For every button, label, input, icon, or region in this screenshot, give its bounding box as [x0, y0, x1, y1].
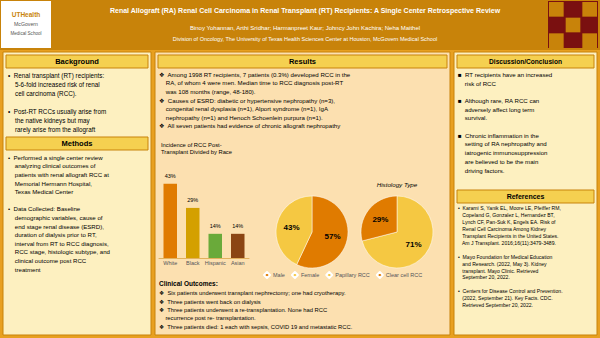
svg-text:Transplant Divided by Race: Transplant Divided by Race	[161, 149, 232, 155]
svg-text:■ RT recipients have an incre: ■ RT recipients have an increased	[458, 71, 552, 78]
svg-text:Results: Results	[289, 57, 316, 66]
svg-text:Methods: Methods	[62, 139, 93, 148]
svg-text:Transplant Recipients in the U: Transplant Recipients in the United Stat…	[458, 233, 559, 239]
svg-text:Am J Transplant. 2016;16(11):3: Am J Transplant. 2016;16(11):3479-3489.	[458, 240, 556, 246]
svg-text:clinical outcome post RCC: clinical outcome post RCC	[8, 257, 87, 264]
svg-text:71%: 71%	[406, 240, 422, 249]
svg-text:❖ Three patients died: 1 each: ❖ Three patients died: 1 each with sepsi…	[159, 324, 353, 330]
svg-text:• Mayo Foundation for Medical: • Mayo Foundation for Medical Education	[458, 254, 553, 260]
svg-text:14%: 14%	[210, 223, 221, 229]
svg-text:■ Chronic inflammation in the: ■ Chronic inflammation in the	[458, 132, 540, 139]
svg-text:congenital renal dysplasia (n=: congenital renal dysplasia (n=1), Alport…	[159, 105, 329, 112]
svg-text:43%: 43%	[165, 173, 176, 179]
svg-text:Male: Male	[273, 272, 285, 278]
svg-text:analyzing clinical outcomes of: analyzing clinical outcomes of	[8, 162, 96, 169]
svg-text:References: References	[507, 193, 545, 200]
svg-text:• Data Collected: Baseline: • Data Collected: Baseline	[8, 205, 81, 212]
svg-text:rarely arise from the allograf: rarely arise from the allograft	[8, 126, 95, 134]
svg-text:Binoy Yohannan, Arthi Sridhar;: Binoy Yohannan, Arthi Sridhar; Harmanpre…	[190, 25, 420, 31]
svg-text:■ Although rare, RA RCC can: ■ Although rare, RA RCC can	[458, 97, 539, 104]
svg-text:Division of Oncology, The Univ: Division of Oncology, The University of …	[173, 36, 437, 42]
svg-text:29%: 29%	[372, 215, 388, 224]
svg-text:and Research. (2022, May 3). K: and Research. (2022, May 3). Kidney	[458, 261, 547, 267]
svg-text:the native kidneys but may: the native kidneys but may	[8, 117, 90, 125]
svg-text:Copeland G, Gonzalez L, Hernan: Copeland G, Gonzalez L, Hernandez BT,	[458, 212, 555, 218]
svg-text:• Post-RT RCCs usually arise: • Post-RT RCCs usually arise from	[8, 108, 106, 116]
svg-text:Black: Black	[186, 260, 200, 266]
svg-text:Renal Cell Carcinoma Among Kid: Renal Cell Carcinoma Among Kidney	[458, 226, 547, 232]
svg-text:Hispanic: Hispanic	[205, 260, 226, 266]
svg-text:setting of RA nephropathy and: setting of RA nephropathy and	[458, 140, 547, 147]
svg-text:White: White	[163, 260, 177, 266]
svg-text:Renal Allograft (RA) Renal Cel: Renal Allograft (RA) Renal Cell Carcinom…	[110, 7, 501, 15]
svg-text:treatment: treatment	[8, 266, 41, 273]
svg-text:Discussion/Conclusion: Discussion/Conclusion	[489, 58, 562, 65]
svg-text:Lynch CF, Pan-Suk K, Engels EA: Lynch CF, Pan-Suk K, Engels EA. Risk of	[458, 219, 556, 225]
svg-text:duration of dialysis prior to: duration of dialysis prior to RT,	[8, 231, 97, 238]
svg-text:Incidence of RCC Post-: Incidence of RCC Post-	[161, 142, 222, 148]
svg-text:RA, of whom 4 were men. Median: RA, of whom 4 were men. Median time to R…	[159, 79, 343, 86]
svg-text:❖ Among 1998 RT recipients, 7: ❖ Among 1998 RT recipients, 7 patients (…	[159, 71, 351, 78]
svg-text:• Centers for Disease Control: • Centers for Disease Control and Preven…	[458, 288, 563, 294]
svg-text:❖ Causes of ESRD: diabetic or: ❖ Causes of ESRD: diabetic or hypertensi…	[159, 97, 335, 104]
svg-text:29%: 29%	[187, 197, 198, 203]
svg-text:McGovern: McGovern	[14, 21, 38, 27]
svg-text:iatrogenic immunosuppression: iatrogenic immunosuppression	[458, 149, 547, 156]
svg-text:was 108 months (range, 48-180): was 108 months (range, 48-180).	[159, 88, 256, 95]
svg-text:❖ Three patients underwent a: ❖ Three patients underwent a re-transpla…	[159, 307, 327, 313]
svg-text:57%: 57%	[324, 232, 340, 241]
svg-text:(2022, September 21). Key Fact: (2022, September 21). Key Facts. CDC.	[458, 295, 553, 301]
svg-text:14%: 14%	[232, 223, 243, 229]
svg-text:UTHealth: UTHealth	[12, 11, 41, 18]
svg-text:Medical School: Medical School	[10, 31, 41, 36]
svg-text:❖ Three patients went back on: ❖ Three patients went back on dialysis	[159, 299, 261, 305]
svg-text:Retrieved September 20, 2022.: Retrieved September 20, 2022.	[458, 302, 533, 308]
svg-text:cell carcinoma (RCC).: cell carcinoma (RCC).	[8, 90, 77, 98]
svg-text:RCC stage, histologic subtype,: RCC stage, histologic subtype, and	[8, 248, 110, 255]
svg-text:• Renal transplant (RT) recip: • Renal transplant (RT) recipients:	[8, 72, 104, 80]
svg-text:Texas Medical Center: Texas Medical Center	[8, 188, 73, 195]
svg-text:nephropathy (n=1) and Henoch S: nephropathy (n=1) and Henoch Schoenlein …	[159, 114, 323, 121]
svg-text:patients with renal allograft: patients with renal allograft RCC at	[8, 171, 109, 178]
svg-text:❖ Six patients underwent tran: ❖ Six patients underwent transplant neph…	[159, 290, 346, 296]
svg-text:Background: Background	[55, 57, 99, 66]
svg-text:demographic variables, cause o: demographic variables, cause of	[8, 214, 103, 221]
svg-text:adversely affect long term: adversely affect long term	[458, 106, 534, 113]
svg-text:September 20, 2022.: September 20, 2022.	[458, 274, 510, 280]
svg-text:Memorial Hermann Hospital,: Memorial Hermann Hospital,	[8, 180, 92, 187]
svg-text:Asian: Asian	[231, 260, 245, 266]
svg-text:are believed to be the main: are believed to be the main	[458, 158, 538, 165]
svg-text:• Performed a single center r: • Performed a single center review	[8, 154, 103, 161]
svg-text:• Karami S, Yanik EL, Moore L: • Karami S, Yanik EL, Moore LE, Pfeiffer…	[458, 205, 561, 211]
svg-text:recurrence post re- transplant: recurrence post re- transplantation.	[159, 315, 256, 321]
svg-text:Clinical Outcomes:: Clinical Outcomes:	[159, 280, 218, 287]
svg-text:risk of RCC: risk of RCC	[458, 80, 497, 87]
svg-text:❖ All seven patients had evid: ❖ All seven patients had evidence of chr…	[159, 122, 341, 129]
svg-text:interval from RT to RCC diagno: interval from RT to RCC diagnosis,	[8, 240, 109, 247]
svg-text:5-6-fold increased risk of ren: 5-6-fold increased risk of renal	[8, 81, 100, 88]
svg-text:Histology Type: Histology Type	[377, 181, 418, 188]
svg-text:Female: Female	[301, 272, 319, 278]
svg-text:43%: 43%	[283, 223, 299, 232]
svg-text:transplant. Mayo Clinic. Retri: transplant. Mayo Clinic. Retrieved	[458, 268, 539, 274]
svg-text:Papillary RCC: Papillary RCC	[335, 272, 370, 278]
svg-text:survival.: survival.	[458, 114, 487, 121]
svg-text:driving factors.: driving factors.	[458, 167, 505, 174]
svg-text:Clear cell RCC: Clear cell RCC	[386, 272, 422, 278]
svg-text:end stage renal disease (ESRD): end stage renal disease (ESRD),	[8, 223, 104, 230]
